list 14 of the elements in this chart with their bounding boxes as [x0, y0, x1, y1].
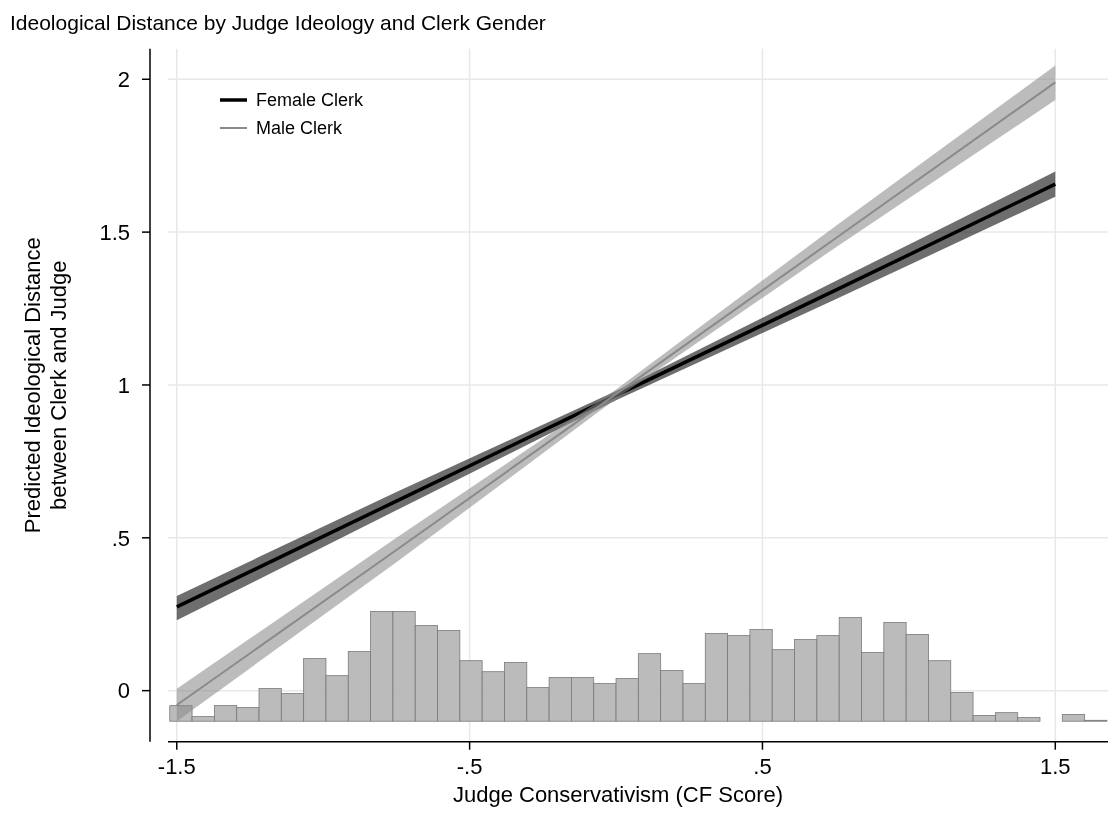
x-tick-label: 1.5 — [1039, 753, 1071, 779]
y-tick-label: .5 — [111, 525, 130, 551]
x-tick-label: -.5 — [456, 753, 483, 779]
x-tick-label: .5 — [753, 753, 772, 779]
x-tick-label: -1.5 — [157, 753, 196, 779]
y-axis-title: Predicted Ideological Distance between Clerk and Judge — [20, 237, 71, 534]
x-axis-title: Judge Conservativism (CF Score) — [452, 781, 784, 807]
y-tick-label: 0 — [117, 678, 130, 704]
y-tick-label: 1.5 — [99, 219, 130, 245]
y-tick-label: 1 — [117, 372, 130, 398]
legend-label: Male Clerk — [256, 118, 344, 139]
chart-title: Ideological Distance by Judge Ideology and Clerk Gender — [10, 11, 546, 34]
y-tick-label: 2 — [117, 66, 130, 92]
legend-label: Female Clerk — [256, 90, 365, 111]
